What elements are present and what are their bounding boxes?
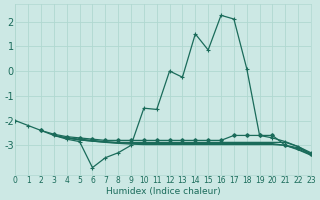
X-axis label: Humidex (Indice chaleur): Humidex (Indice chaleur)	[106, 187, 220, 196]
